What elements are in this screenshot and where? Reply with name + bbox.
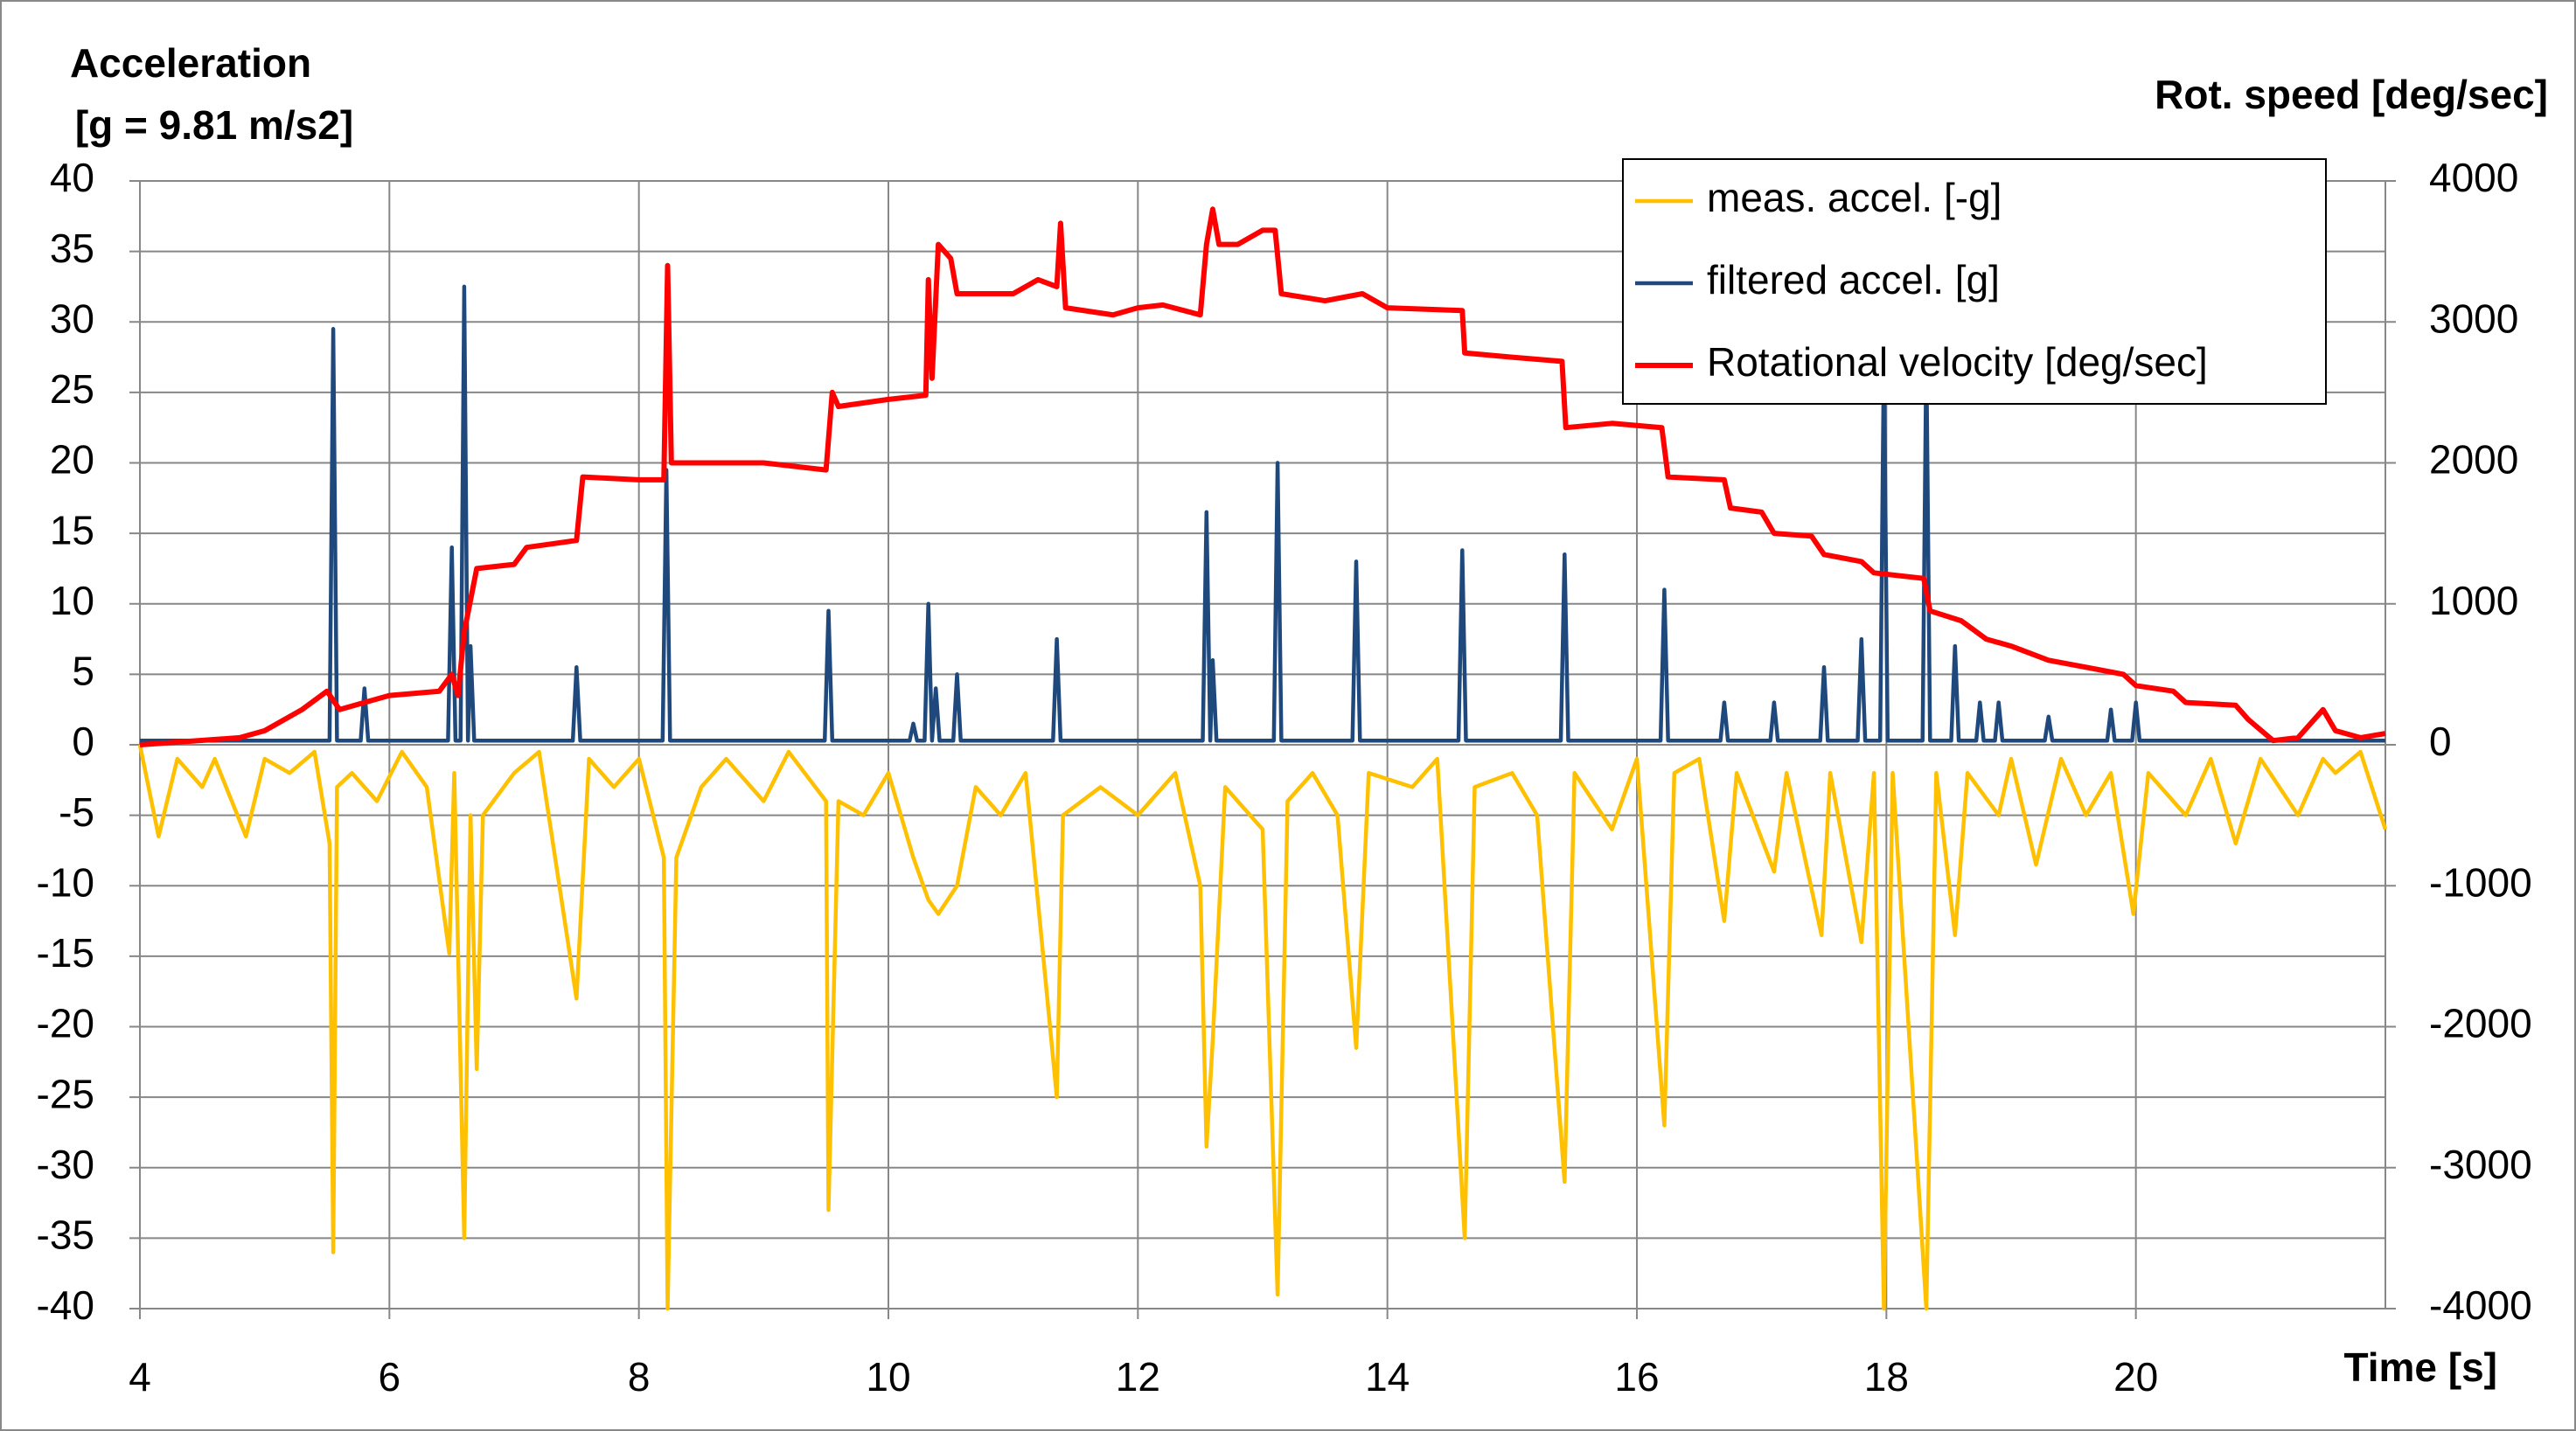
x-tick-label: 12 bbox=[1116, 1354, 1160, 1400]
y2-tick-label: -3000 bbox=[2429, 1142, 2532, 1187]
y-tick-label: 5 bbox=[72, 649, 94, 694]
y-axis-label: Acceleration bbox=[70, 40, 311, 86]
y-tick-label: -30 bbox=[37, 1142, 94, 1187]
y-tick-label: -10 bbox=[37, 859, 94, 905]
y2-axis-label: Rot. speed [deg/sec] bbox=[2155, 72, 2548, 117]
x-tick-label: 16 bbox=[1614, 1354, 1659, 1400]
y-tick-label: 35 bbox=[50, 226, 94, 271]
y-tick-label: -20 bbox=[37, 1001, 94, 1046]
y-tick-label: -25 bbox=[37, 1071, 94, 1116]
y2-tick-label: 3000 bbox=[2429, 295, 2518, 341]
y-tick-label: 0 bbox=[72, 719, 94, 764]
y2-tick-label: 4000 bbox=[2429, 155, 2518, 200]
series-line bbox=[137, 744, 2388, 1311]
legend-label: filtered accel. [g] bbox=[1707, 257, 2000, 302]
y-tick-label: -35 bbox=[37, 1212, 94, 1258]
y-tick-label: -40 bbox=[37, 1282, 94, 1328]
y-tick-label: 15 bbox=[50, 507, 94, 552]
y-tick-label: 40 bbox=[50, 155, 94, 200]
y-tick-label: -15 bbox=[37, 930, 94, 976]
legend-label: meas. accel. [-g] bbox=[1707, 175, 2002, 220]
x-tick-label: 20 bbox=[2113, 1354, 2158, 1400]
y2-tick-label: 1000 bbox=[2429, 578, 2518, 623]
x-tick-label: 8 bbox=[628, 1354, 651, 1400]
legend-label: Rotational velocity [deg/sec] bbox=[1707, 339, 2208, 385]
y-tick-label: 20 bbox=[50, 437, 94, 483]
legend-box bbox=[1622, 158, 2327, 405]
y2-tick-label: -4000 bbox=[2429, 1282, 2532, 1328]
legend: meas. accel. [-g] filtered accel. [g] Rota… bbox=[1622, 158, 2327, 405]
x-tick-label: 18 bbox=[1864, 1354, 1909, 1400]
y-tick-label: 25 bbox=[50, 366, 94, 412]
y2-tick-label: -2000 bbox=[2429, 1001, 2532, 1046]
y-axis-label: [g = 9.81 m/s2] bbox=[75, 102, 353, 148]
x-axis-label: Time [s] bbox=[2343, 1344, 2497, 1390]
x-tick-label: 10 bbox=[866, 1354, 910, 1400]
series-line bbox=[139, 206, 2386, 747]
y-tick-label: -5 bbox=[59, 789, 94, 835]
y-tick-label: 10 bbox=[50, 578, 94, 623]
x-tick-label: 14 bbox=[1365, 1354, 1410, 1400]
y2-tick-label: -1000 bbox=[2429, 859, 2532, 905]
y2-tick-label: 0 bbox=[2429, 719, 2452, 764]
x-tick-label: 6 bbox=[379, 1354, 401, 1400]
y-tick-label: 30 bbox=[50, 295, 94, 341]
series-line bbox=[140, 284, 2385, 743]
x-tick-label: 4 bbox=[129, 1354, 151, 1400]
y2-tick-label: 2000 bbox=[2429, 437, 2518, 483]
